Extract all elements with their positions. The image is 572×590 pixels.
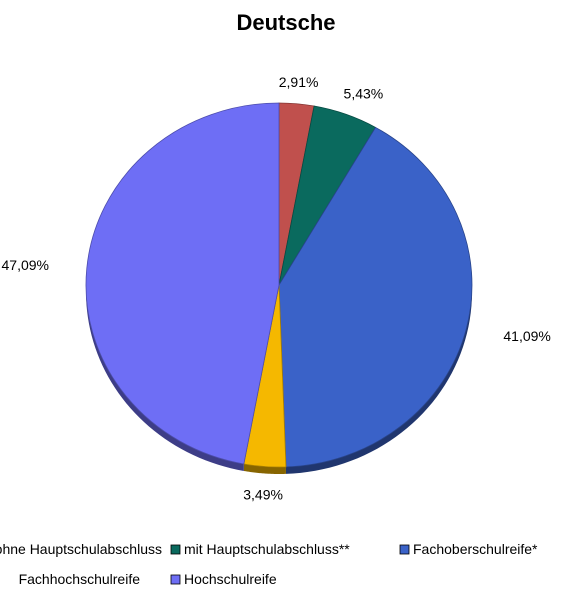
pie-slice-hochschulreife (85, 102, 280, 465)
legend-swatch (399, 544, 410, 555)
legend: ohne Hauptschulabschluss mit Hauptschulab… (0, 541, 538, 587)
data-label-fachhochschulreife: 3,49% (243, 486, 283, 502)
legend-label: Hochschulreife (184, 571, 277, 587)
data-label-hochschulreife: 47,09% (2, 257, 49, 273)
legend-item-fachoberschulreife: Fachoberschulreife* (399, 541, 538, 557)
pie-depth-layer (86, 285, 472, 474)
legend-label: ohne Hauptschulabschluss (0, 541, 162, 557)
pie-slices (85, 102, 473, 468)
legend-label: Fachhochschulreife (19, 571, 141, 587)
legend-item-ohne-hauptschulabschluss: ohne Hauptschulabschluss (0, 541, 162, 557)
chart-title: Deutsche (236, 10, 335, 35)
legend-swatch (170, 574, 181, 585)
legend-label: mit Hauptschulabschluss** (184, 541, 350, 557)
data-label-mit-hauptschulabschluss: 5,43% (344, 86, 384, 102)
legend-swatch (170, 544, 181, 555)
legend-item-fachhochschulreife: Fachhochschulreife (19, 571, 141, 587)
data-label-ohne-hauptschulabschluss: 2,91% (279, 74, 319, 90)
pie-slice-fachoberschulreife (278, 126, 473, 468)
legend-item-hochschulreife: Hochschulreife (170, 571, 277, 587)
legend-item-mit-hauptschulabschluss: mit Hauptschulabschluss** (170, 541, 350, 557)
pie-side-hochschulreife (86, 285, 244, 471)
pie-side-fachhochschulreife (243, 463, 286, 474)
pie-data-labels: 2,91% 5,43% 41,09% 3,49% 47,09% (2, 74, 551, 502)
legend-label: Fachoberschulreife* (413, 541, 538, 557)
data-label-fachoberschulreife: 41,09% (503, 328, 550, 344)
